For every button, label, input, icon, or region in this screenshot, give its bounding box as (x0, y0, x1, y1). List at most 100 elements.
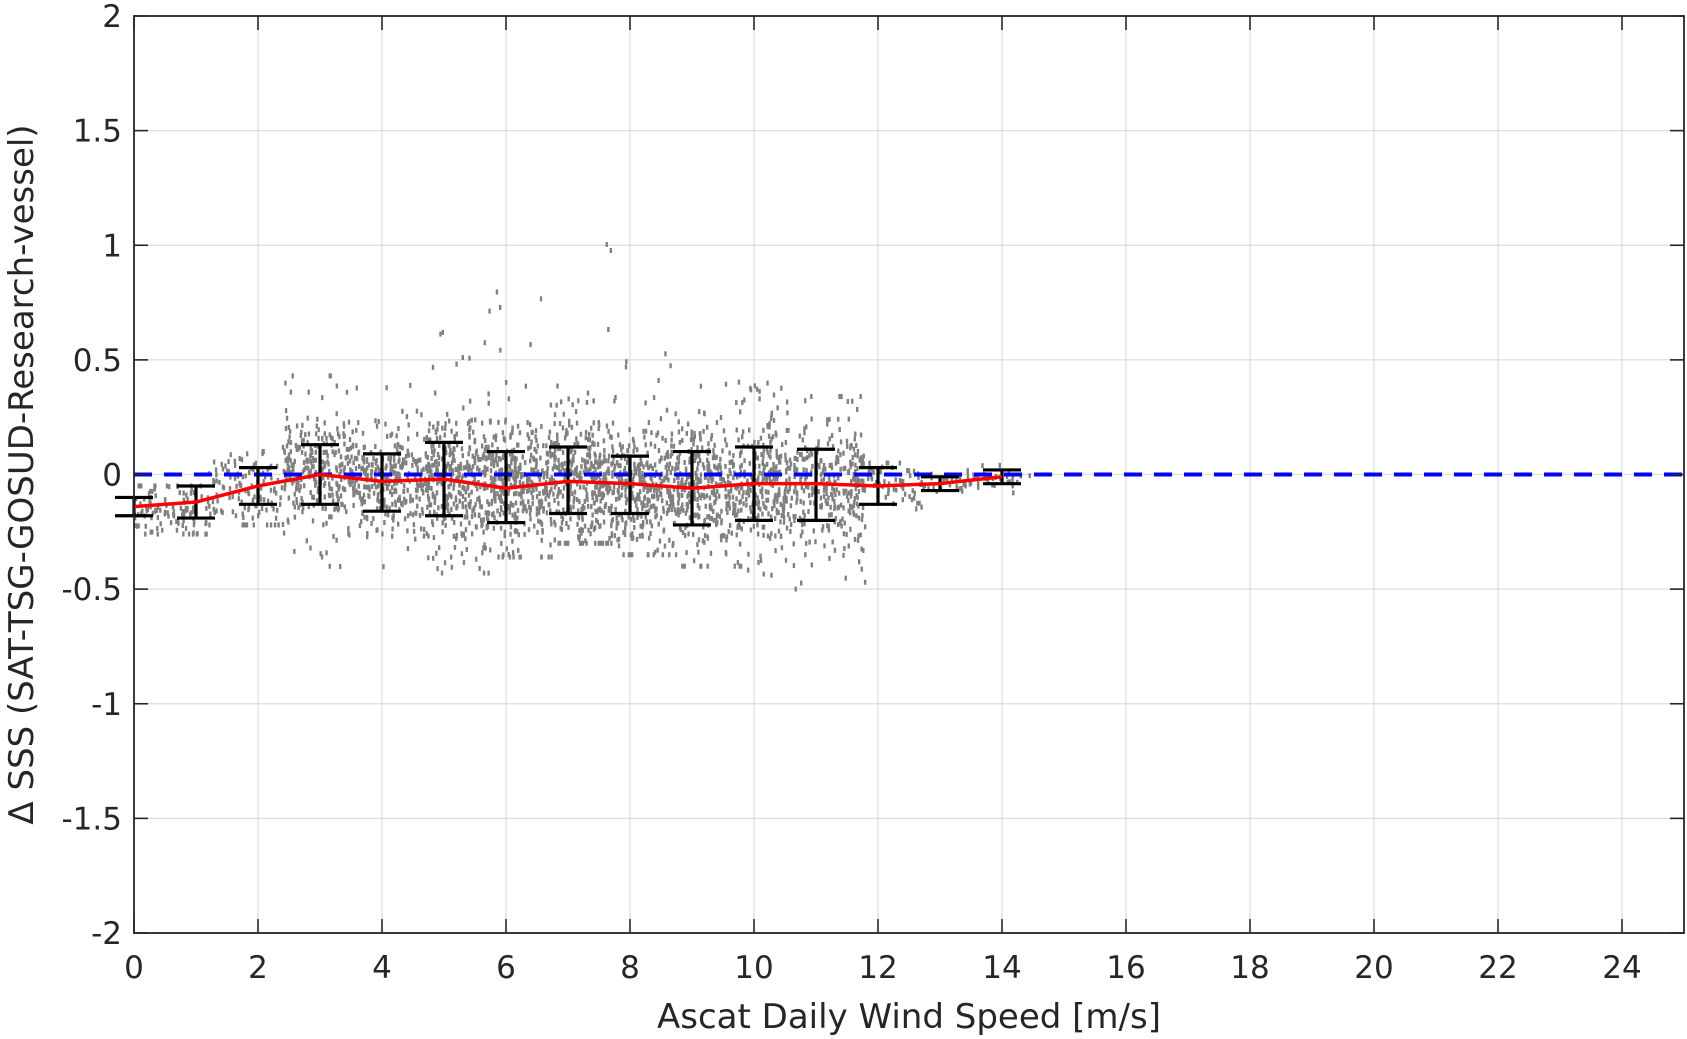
scatter-point (716, 488, 719, 494)
scatter-point (655, 512, 658, 518)
scatter-point (349, 467, 352, 473)
scatter-point (727, 500, 731, 506)
scatter-point (721, 448, 724, 454)
scatter-point (500, 489, 503, 495)
scatter-point (692, 437, 696, 443)
scatter-point (387, 481, 391, 487)
scatter-point (220, 461, 223, 467)
scatter-point (578, 534, 581, 540)
scatter-point (912, 495, 916, 501)
scatter-point (555, 465, 559, 471)
scatter-point (335, 480, 338, 486)
scatter-point (615, 515, 618, 521)
y-tick-label: 0.5 (73, 343, 122, 379)
scatter-point (622, 530, 625, 536)
scatter-point (370, 520, 373, 526)
scatter-point (827, 524, 830, 530)
scatter-point (631, 531, 634, 537)
scatter-point (700, 563, 703, 569)
scatter-point (139, 501, 142, 507)
scatter-point (359, 519, 363, 525)
scatter-point (144, 523, 147, 529)
scatter-point (238, 456, 241, 462)
scatter-point (549, 453, 552, 459)
scatter-point (414, 487, 418, 493)
scatter-point (449, 492, 452, 498)
scatter-point (740, 485, 744, 491)
scatter-point (394, 499, 397, 505)
scatter-point (803, 521, 806, 527)
scatter-point (149, 500, 152, 506)
scatter-point (472, 429, 475, 435)
scatter-point (453, 458, 456, 464)
scatter-point (901, 486, 905, 492)
scatter-point (502, 510, 505, 516)
scatter-point (298, 444, 302, 450)
scatter-point (527, 445, 530, 451)
scatter-point (854, 480, 857, 486)
scatter-point (735, 496, 738, 502)
scatter-point (500, 541, 503, 547)
scatter-point (421, 482, 425, 488)
scatter-point (618, 442, 622, 448)
scatter-point (567, 524, 570, 530)
scatter-point (440, 481, 444, 487)
scatter-point (787, 427, 790, 433)
scatter-point (794, 514, 797, 520)
scatter-point (355, 456, 359, 462)
scatter-point (892, 486, 896, 492)
scatter-point (605, 540, 608, 546)
scatter-point (450, 460, 454, 466)
scatter-point (698, 505, 701, 511)
scatter-point (715, 495, 718, 501)
scatter-point (800, 451, 803, 457)
scatter-point (809, 449, 813, 455)
scatter-point (611, 444, 614, 450)
scatter-point (670, 501, 673, 507)
scatter-point (479, 456, 482, 462)
scatter-point (640, 513, 643, 519)
scatter-point (309, 458, 312, 464)
scatter-point (175, 518, 178, 524)
scatter-point (499, 494, 503, 500)
scatter-point (871, 469, 875, 475)
scatter-point (500, 498, 504, 504)
scatter-point (768, 421, 771, 427)
scatter-point (681, 530, 685, 536)
scatter-point (960, 488, 964, 494)
scatter-point (868, 468, 871, 474)
scatter-point (676, 465, 679, 471)
scatter-point (478, 565, 481, 571)
scatter-point (399, 444, 402, 450)
scatter-point (175, 527, 179, 533)
scatter-point (462, 405, 465, 411)
scatter-point (444, 468, 447, 474)
scatter-point (613, 533, 617, 539)
scatter-point (384, 476, 388, 482)
scatter-point (586, 390, 590, 396)
scatter-point (777, 528, 781, 534)
scatter-point (301, 469, 305, 475)
scatter-point (247, 507, 250, 513)
scatter-point (661, 478, 664, 484)
scatter-point (385, 463, 388, 469)
scatter-point (821, 467, 825, 473)
scatter-point (730, 459, 733, 465)
scatter-point (649, 504, 652, 510)
scatter-point (420, 486, 424, 492)
scatter-point (421, 490, 425, 496)
scatter-point (851, 461, 854, 467)
scatter-point (590, 462, 593, 468)
scatter-point (565, 521, 568, 527)
scatter-point (428, 510, 432, 516)
scatter-point (674, 510, 678, 516)
scatter-point (499, 505, 503, 511)
scatter-point (717, 493, 721, 499)
scatter-point (260, 505, 264, 511)
scatter-point (581, 516, 584, 522)
scatter-point (766, 380, 769, 386)
scatter-point (494, 498, 497, 504)
scatter-point (449, 465, 453, 471)
scatter-point (429, 502, 433, 508)
